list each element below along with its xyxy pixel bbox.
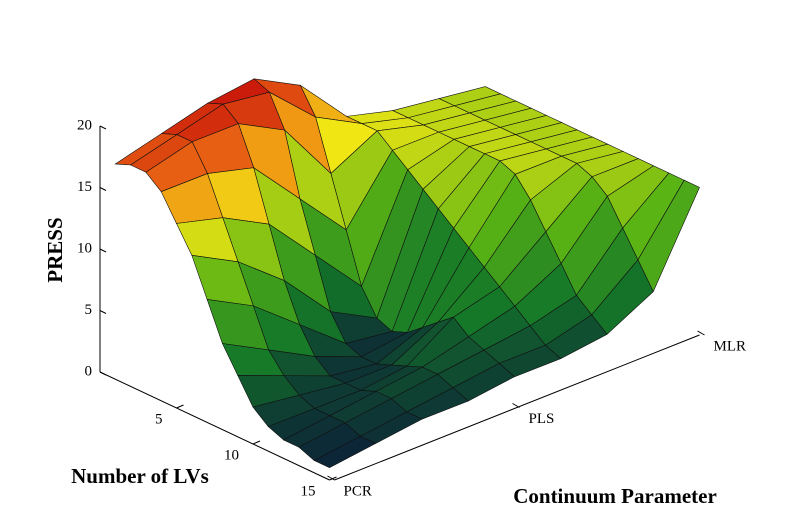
y-tick <box>252 440 261 445</box>
x-tick <box>512 403 520 408</box>
y-tick-label: 10 <box>224 447 239 463</box>
x-tick-label: MLR <box>714 338 747 354</box>
y-tick <box>176 404 184 409</box>
z-tick-label: 15 <box>77 179 92 195</box>
z-tick-label: 5 <box>85 302 93 318</box>
y-tick <box>329 476 337 481</box>
z-tick <box>99 310 107 314</box>
surface-patch <box>313 435 377 469</box>
y-tick-label: 15 <box>301 483 316 499</box>
x-axis <box>334 334 700 481</box>
x-tick <box>327 475 335 481</box>
y-tick-label: 5 <box>155 411 163 427</box>
x-tick <box>697 330 705 336</box>
z-tick-label: 20 <box>77 117 92 133</box>
z-axis-label: PRESS <box>43 217 67 282</box>
y-axis-label: Number of LVs <box>71 464 209 488</box>
z-tick-label: 0 <box>85 363 93 379</box>
z-tick <box>99 187 107 191</box>
z-tick-label: 10 <box>77 240 92 256</box>
x-axis-label: Continuum Parameter <box>513 484 717 508</box>
z-tick <box>99 248 107 253</box>
x-tick-label: PLS <box>529 411 555 427</box>
z-tick <box>99 125 107 130</box>
y-axis <box>99 371 330 481</box>
x-tick-label: PCR <box>344 483 372 499</box>
